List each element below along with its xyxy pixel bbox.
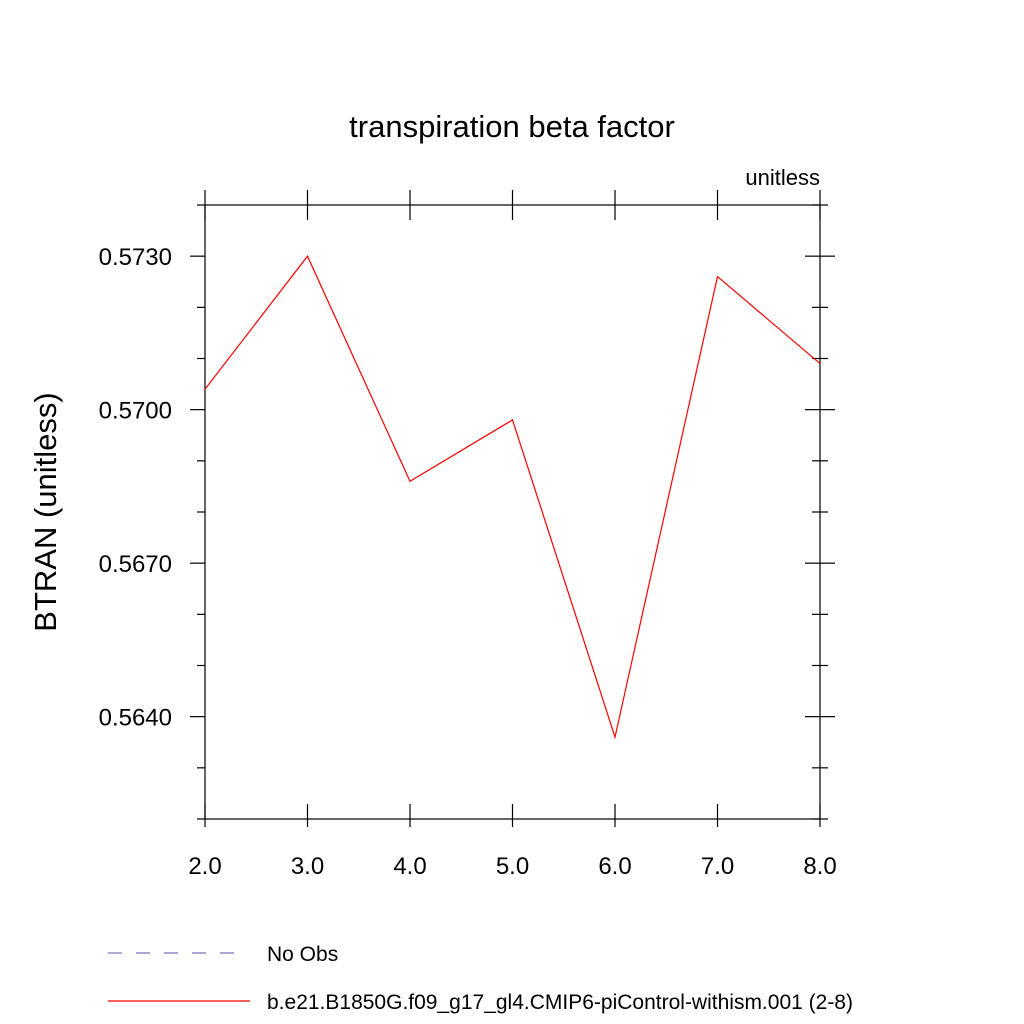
data-point <box>204 388 206 390</box>
y-axis-label: BTRAN (unitless) <box>28 392 63 631</box>
data-point <box>409 480 411 482</box>
series-layer <box>204 255 821 740</box>
series-line-1 <box>204 255 821 740</box>
units-label: unitless <box>745 165 820 190</box>
y-tick-label: 0.5670 <box>99 551 172 578</box>
x-tick-label: 5.0 <box>496 853 529 880</box>
data-point <box>819 363 821 365</box>
y-axis-ticks: 0.5640 0.5670 0.5700 0.5730 <box>99 204 835 820</box>
x-tick-label: 2.0 <box>188 853 221 880</box>
legend-label-model-run: b.e21.B1850G.f09_g17_gl4.CMIP6-piControl… <box>267 991 853 1014</box>
data-point <box>306 255 309 257</box>
data-point <box>511 419 514 421</box>
data-point <box>716 276 719 278</box>
y-tick-label: 0.5640 <box>99 705 172 732</box>
plot-frame <box>204 204 821 820</box>
legend: No Obs b.e21.B1850G.f09_g17_gl4.CMIP6-pi… <box>108 943 853 1014</box>
legend-label-no-obs: No Obs <box>267 943 338 966</box>
x-tick-label: 8.0 <box>803 853 836 880</box>
y-tick-label: 0.5700 <box>99 398 172 425</box>
x-tick-label: 3.0 <box>291 853 324 880</box>
x-tick-label: 7.0 <box>701 853 734 880</box>
chart-title: transpiration beta factor <box>349 109 675 144</box>
x-tick-label: 6.0 <box>598 853 631 880</box>
x-tick-label: 4.0 <box>393 853 426 880</box>
y-tick-label: 0.5730 <box>99 244 172 271</box>
x-axis-ticks: 2.0 3.0 4.0 5.0 6.0 7.0 8.0 <box>188 190 837 880</box>
data-point <box>614 736 616 738</box>
